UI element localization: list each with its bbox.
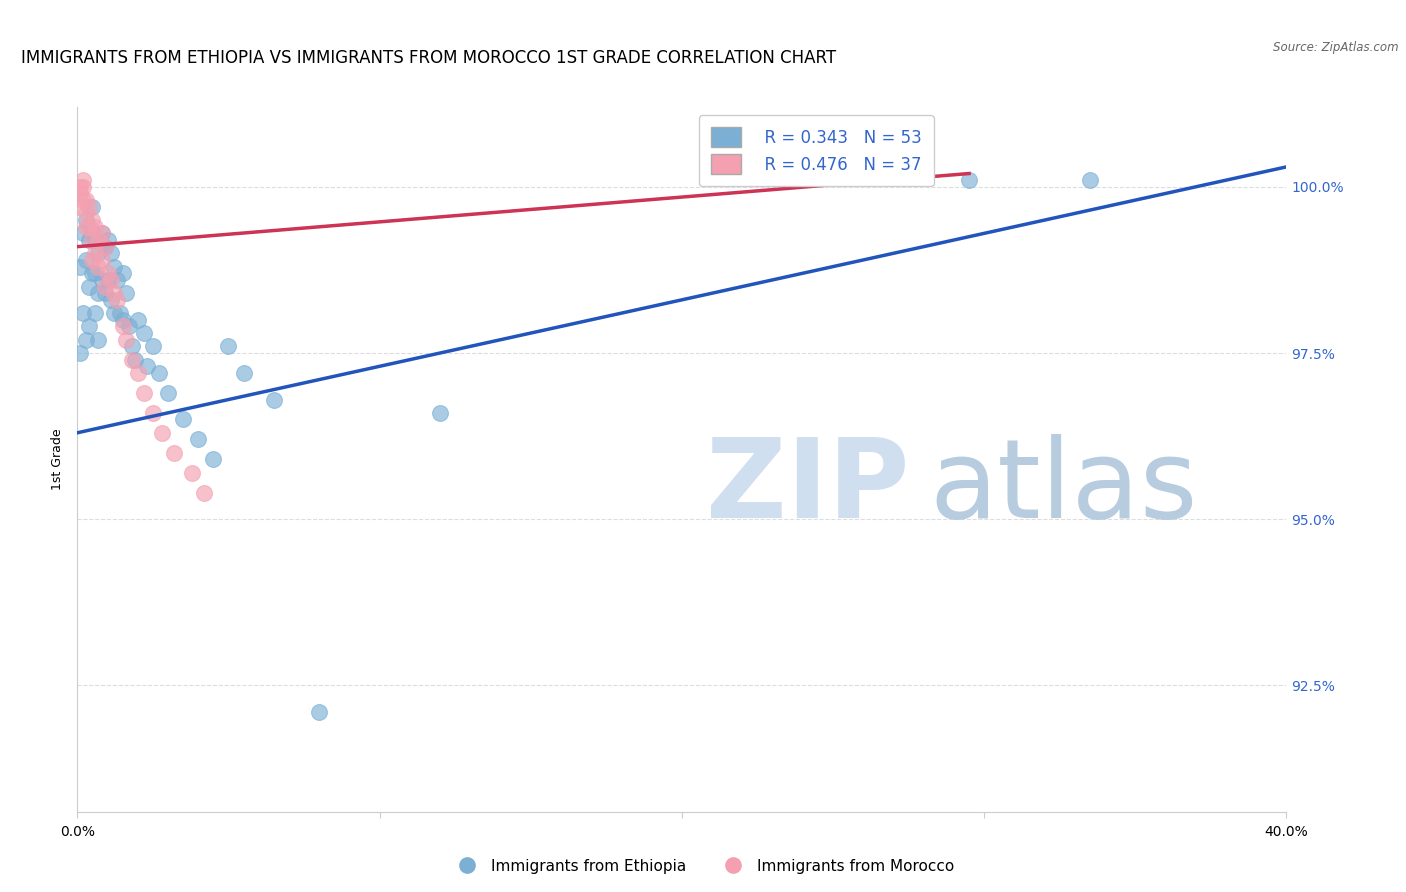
Point — [90, 273, 112, 287]
Point — [75, 206, 97, 220]
Point — [118, 319, 141, 334]
Point — [429, 406, 451, 420]
Point — [150, 425, 173, 440]
Point — [108, 306, 131, 320]
Point — [187, 433, 209, 447]
Point — [96, 273, 118, 287]
Text: ZIP: ZIP — [706, 434, 910, 541]
Point — [132, 326, 155, 340]
Legend:   R = 0.343   N = 53,   R = 0.476   N = 37: R = 0.343 N = 53, R = 0.476 N = 37 — [699, 115, 934, 186]
Point — [75, 213, 97, 227]
Point — [263, 392, 285, 407]
Point — [79, 319, 101, 334]
Point — [72, 227, 94, 241]
Point — [93, 240, 115, 254]
Text: 40.0%: 40.0% — [1264, 825, 1309, 839]
Point — [87, 260, 110, 274]
Point — [87, 333, 110, 347]
Point — [157, 385, 180, 400]
Point — [84, 266, 107, 280]
Point — [172, 412, 194, 426]
Point — [142, 339, 165, 353]
Point — [72, 306, 94, 320]
Point — [69, 200, 91, 214]
Text: Source: ZipAtlas.com: Source: ZipAtlas.com — [1274, 40, 1399, 54]
Point — [111, 312, 134, 326]
Point — [912, 167, 935, 181]
Point — [96, 266, 118, 280]
Point — [232, 366, 254, 380]
Point — [75, 252, 97, 267]
Point — [193, 485, 215, 500]
Point — [72, 179, 94, 194]
Point — [79, 200, 101, 214]
Point — [111, 319, 134, 334]
Point — [84, 233, 107, 247]
Point — [111, 266, 134, 280]
Point — [82, 213, 104, 227]
Point — [121, 352, 143, 367]
Point — [127, 366, 149, 380]
Point — [114, 333, 136, 347]
Point — [114, 286, 136, 301]
Point — [202, 452, 225, 467]
Point — [218, 339, 240, 353]
Point — [148, 366, 170, 380]
Text: IMMIGRANTS FROM ETHIOPIA VS IMMIGRANTS FROM MOROCCO 1ST GRADE CORRELATION CHART: IMMIGRANTS FROM ETHIOPIA VS IMMIGRANTS F… — [21, 49, 837, 67]
Point — [75, 193, 97, 207]
Point — [72, 173, 94, 187]
Point — [84, 246, 107, 260]
Point — [308, 705, 330, 719]
Point — [135, 359, 157, 374]
Point — [96, 233, 118, 247]
Point — [100, 293, 122, 307]
Point — [87, 246, 110, 260]
Point — [87, 233, 110, 247]
Point — [82, 227, 104, 241]
Point — [100, 246, 122, 260]
Point — [90, 227, 112, 241]
Point — [100, 273, 122, 287]
Point — [90, 227, 112, 241]
Point — [75, 333, 97, 347]
Point — [82, 233, 104, 247]
Point — [181, 466, 204, 480]
Point — [90, 252, 112, 267]
Point — [105, 293, 128, 307]
Legend: Immigrants from Ethiopia, Immigrants from Morocco: Immigrants from Ethiopia, Immigrants fro… — [446, 853, 960, 880]
Point — [105, 273, 128, 287]
Point — [142, 406, 165, 420]
Point — [69, 179, 91, 194]
Point — [93, 286, 115, 301]
Point — [124, 352, 146, 367]
Point — [69, 186, 91, 201]
Point — [87, 286, 110, 301]
Point — [84, 219, 107, 234]
Point — [121, 339, 143, 353]
Point — [103, 306, 125, 320]
Point — [82, 266, 104, 280]
Point — [127, 312, 149, 326]
Point — [79, 219, 101, 234]
Point — [84, 306, 107, 320]
Point — [1078, 173, 1101, 187]
Text: atlas: atlas — [929, 434, 1198, 541]
Point — [82, 252, 104, 267]
Point — [957, 173, 980, 187]
Point — [93, 240, 115, 254]
Point — [75, 219, 97, 234]
Text: 0.0%: 0.0% — [60, 825, 94, 839]
Point — [79, 233, 101, 247]
Point — [82, 200, 104, 214]
Point — [79, 279, 101, 293]
Point — [132, 385, 155, 400]
Point — [103, 260, 125, 274]
Y-axis label: 1st Grade: 1st Grade — [51, 428, 65, 491]
Point — [69, 346, 91, 360]
Point — [163, 446, 186, 460]
Point — [103, 286, 125, 301]
Point — [69, 260, 91, 274]
Point — [93, 279, 115, 293]
Point — [72, 193, 94, 207]
